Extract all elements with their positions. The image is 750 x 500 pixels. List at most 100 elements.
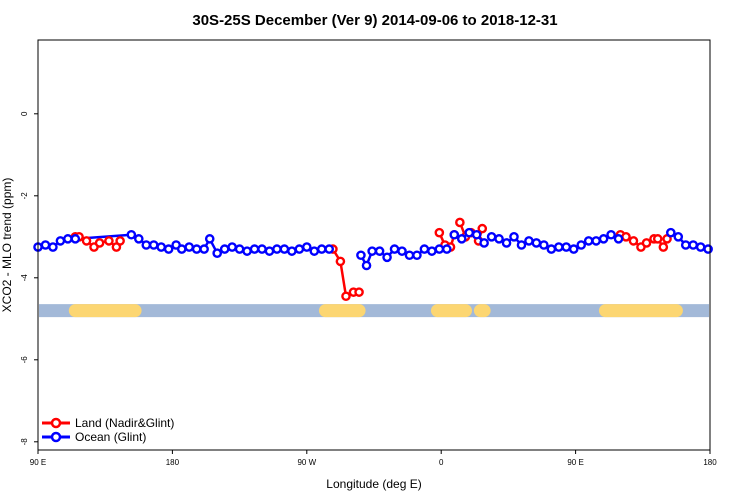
- land-point: [354, 287, 364, 297]
- ocean-point: [576, 240, 587, 250]
- ocean-point: [531, 238, 542, 248]
- ocean-point: [257, 244, 267, 254]
- legend: Land (Nadir&Glint) Ocean (Glint): [42, 416, 174, 444]
- land-point: [81, 236, 92, 246]
- legend-ocean-marker: [50, 431, 62, 443]
- ocean-point: [606, 229, 616, 240]
- y-tick-label: -8: [20, 438, 29, 446]
- land-point: [115, 236, 125, 246]
- ocean-point: [141, 240, 152, 250]
- ocean-point: [55, 236, 66, 246]
- land-point: [94, 238, 105, 248]
- ocean-point: [264, 246, 275, 256]
- ocean-point: [666, 227, 676, 238]
- ocean-point: [389, 244, 400, 254]
- ocean-point: [133, 234, 144, 244]
- land-point: [477, 223, 488, 234]
- ocean-point: [441, 244, 452, 254]
- series-land: [70, 217, 672, 302]
- ocean-point: [539, 240, 549, 250]
- ocean-point: [464, 227, 475, 238]
- y-tick-label: -2: [20, 192, 29, 200]
- ocean-point: [374, 246, 385, 256]
- ocean-point: [561, 242, 572, 252]
- x-tick-label: 90 E: [30, 458, 46, 467]
- ocean-point: [40, 240, 51, 250]
- land-point: [455, 217, 465, 228]
- ocean-point: [148, 240, 159, 250]
- ocean-point: [367, 246, 377, 256]
- land-point: [621, 231, 631, 242]
- ocean-point: [301, 242, 312, 252]
- ocean-point: [184, 242, 194, 252]
- legend-land-marker: [50, 417, 62, 429]
- chart-title: 30S-25S December (Ver 9) 2014-09-06 to 2…: [192, 12, 557, 29]
- ocean-point: [404, 250, 415, 261]
- y-axis-label: XCO2 - MLO trend (ppm): [0, 178, 14, 313]
- ocean-point: [695, 242, 706, 252]
- ocean-point: [212, 248, 222, 258]
- y-tick-label: -4: [20, 274, 29, 282]
- ocean-point: [287, 246, 297, 256]
- ocean-point: [583, 236, 594, 246]
- ocean-point: [294, 244, 305, 254]
- ocean-point: [361, 260, 372, 271]
- ocean-point: [204, 234, 215, 244]
- x-axis: 90 E 180 90 W 0 90 E 180: [30, 450, 717, 467]
- ocean-point: [703, 244, 713, 254]
- ocean-point: [479, 238, 489, 248]
- ocean-point: [397, 246, 407, 256]
- y-axis: 0 -2 -4 -6 -8: [20, 111, 38, 445]
- ocean-point: [234, 244, 245, 254]
- ocean-point: [516, 240, 527, 250]
- ocean-point: [324, 244, 335, 254]
- ocean-point: [427, 246, 437, 256]
- ocean-point: [176, 244, 187, 254]
- ocean-point: [449, 229, 460, 240]
- x-tick-label: 180: [703, 458, 717, 467]
- legend-land-label: Land (Nadir&Glint): [75, 416, 174, 430]
- ocean-point: [568, 244, 579, 254]
- ocean-point: [272, 244, 282, 254]
- ocean-point: [227, 242, 237, 252]
- legend-entry-land: Land (Nadir&Glint): [42, 416, 174, 430]
- ocean-point: [70, 234, 81, 244]
- series-layer: [33, 217, 713, 302]
- ocean-point: [48, 242, 58, 252]
- land-point: [341, 291, 351, 302]
- ocean-point: [524, 236, 534, 246]
- ocean-point: [554, 242, 564, 252]
- ocean-point: [546, 244, 557, 254]
- ocean-point: [382, 252, 392, 263]
- x-axis-label: Longitude (deg E): [326, 477, 421, 491]
- ocean-point: [688, 240, 699, 250]
- ocean-point: [494, 234, 504, 244]
- series-ocean: [33, 227, 713, 271]
- land-point: [652, 234, 663, 244]
- ocean-point: [219, 244, 230, 254]
- ocean-point: [249, 244, 260, 254]
- land-point: [434, 227, 445, 238]
- ocean-point: [591, 236, 601, 246]
- land-point: [628, 236, 639, 246]
- ocean-point: [309, 246, 320, 256]
- x-tick-label: 90 W: [297, 458, 316, 467]
- ocean-point: [456, 234, 467, 244]
- ocean-point: [680, 240, 691, 250]
- ocean-point: [501, 238, 512, 248]
- ocean-point: [279, 244, 290, 254]
- ocean-point: [242, 246, 252, 256]
- ocean-point: [673, 231, 684, 242]
- x-tick-label: 180: [166, 458, 180, 467]
- land-point: [104, 236, 114, 246]
- ocean-point: [412, 250, 422, 261]
- ocean-point: [356, 250, 366, 261]
- ocean-point: [486, 231, 497, 242]
- ocean-point: [199, 244, 209, 254]
- y-tick-label: 0: [20, 111, 29, 116]
- ocean-point: [613, 234, 624, 244]
- land-point: [641, 238, 652, 248]
- legend-entry-ocean: Ocean (Glint): [42, 430, 146, 444]
- ocean-point: [163, 244, 174, 254]
